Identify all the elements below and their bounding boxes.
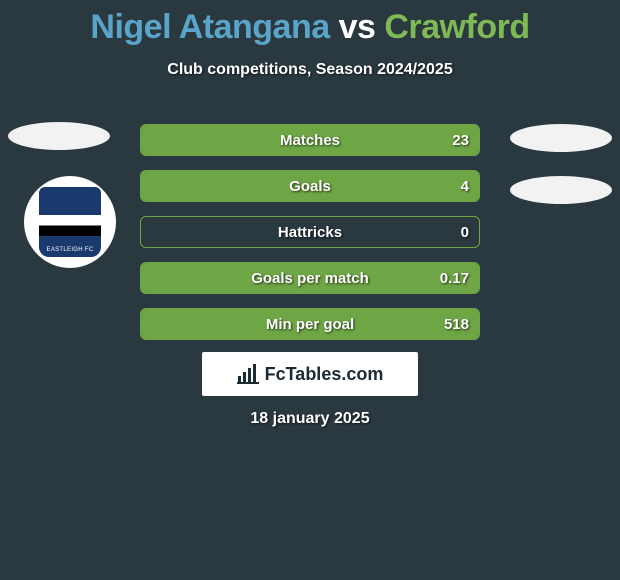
stat-value: 0.17 [440, 270, 469, 287]
player2-crest-placeholder [510, 176, 612, 204]
stat-value: 0 [461, 224, 469, 241]
comparison-title: Nigel Atangana vs Crawford [0, 0, 620, 47]
brand-text: FcTables.com [265, 364, 384, 385]
footer-date: 18 january 2025 [0, 410, 620, 428]
stat-row: Goals per match0.17 [140, 262, 480, 294]
stat-label: Min per goal [141, 316, 479, 333]
brand-box[interactable]: FcTables.com [202, 352, 418, 396]
title-player1: Nigel Atangana [90, 8, 329, 46]
stat-value: 4 [461, 178, 469, 195]
stat-label: Goals per match [141, 270, 479, 287]
stat-row: Goals4 [140, 170, 480, 202]
stat-label: Goals [141, 178, 479, 195]
stat-row: Matches23 [140, 124, 480, 156]
title-vs: vs [339, 8, 376, 46]
player1-club-crest [24, 176, 116, 268]
stat-value: 518 [444, 316, 469, 333]
stats-table: Matches23 Goals4 Hattricks0 Goals per match… [140, 124, 480, 354]
stat-row: Min per goal518 [140, 308, 480, 340]
stat-label: Matches [141, 132, 479, 149]
stat-value: 23 [452, 132, 469, 149]
title-player2: Crawford [384, 8, 529, 46]
stat-row: Hattricks0 [140, 216, 480, 248]
player2-photo-placeholder [510, 124, 612, 152]
player1-photo-placeholder [8, 122, 110, 150]
crest-shield-icon [39, 187, 101, 257]
subtitle: Club competitions, Season 2024/2025 [0, 61, 620, 79]
bar-chart-icon [237, 364, 259, 384]
stat-label: Hattricks [141, 224, 479, 241]
